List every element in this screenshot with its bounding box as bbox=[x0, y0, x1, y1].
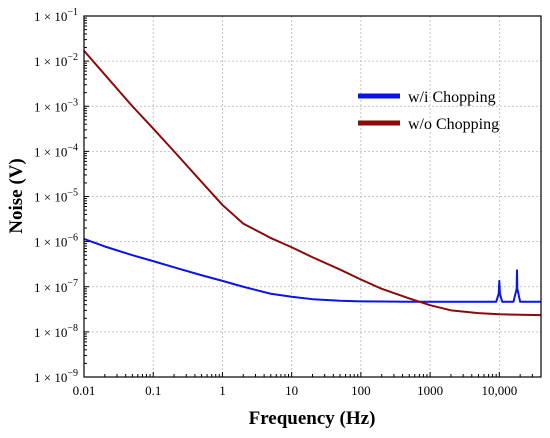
y-tick-base: 1 × 10 bbox=[34, 235, 67, 250]
x-tick-labels: 0.01 0.1 1 10 100 1000 10,000 bbox=[73, 383, 518, 398]
y-tick-exponent: −6 bbox=[67, 233, 78, 244]
y-tick-base: 1 × 10 bbox=[34, 99, 67, 114]
series-lines bbox=[83, 50, 542, 317]
y-tick-base: 1 × 10 bbox=[34, 144, 67, 159]
y-tick-exponent: −5 bbox=[67, 188, 78, 199]
y-tick-labels: 1 × 10−11 × 10−21 × 10−31 × 10−41 × 10−5… bbox=[34, 7, 78, 385]
y-tick-exponent: −2 bbox=[67, 52, 78, 63]
y-tick-label: 1 × 10−3 bbox=[34, 97, 78, 114]
y-axis-title: Noise (V) bbox=[6, 158, 27, 233]
y-tick-base: 1 × 10 bbox=[34, 370, 67, 385]
legend: w/i Chopping w/o Chopping bbox=[358, 89, 499, 133]
y-tick-exponent: −3 bbox=[67, 97, 78, 108]
legend-label: w/o Chopping bbox=[408, 116, 499, 133]
y-tick-label: 1 × 10−5 bbox=[34, 188, 78, 205]
y-tick-label: 1 × 10−4 bbox=[34, 142, 78, 159]
y-tick-label: 1 × 10−8 bbox=[34, 323, 78, 340]
y-tick-label: 1 × 10−2 bbox=[34, 52, 78, 69]
y-tick-base: 1 × 10 bbox=[34, 54, 67, 69]
grid bbox=[83, 15, 541, 378]
x-tick-label: 0.01 bbox=[73, 383, 96, 398]
y-tick-label: 1 × 10−6 bbox=[34, 233, 78, 250]
y-tick-label: 1 × 10−7 bbox=[34, 278, 78, 295]
y-tick-base: 1 × 10 bbox=[34, 9, 67, 24]
y-tick-exponent: −8 bbox=[67, 323, 78, 334]
y-tick-exponent: −1 bbox=[67, 7, 78, 18]
x-tick-label: 0.1 bbox=[145, 383, 161, 398]
x-axis-title: Frequency (Hz) bbox=[249, 408, 376, 429]
x-tick-label: 1 bbox=[219, 383, 226, 398]
y-tick-base: 1 × 10 bbox=[34, 325, 67, 340]
legend-label: w/i Chopping bbox=[408, 89, 496, 106]
x-tick-label: 10 bbox=[285, 383, 298, 398]
y-tick-exponent: −7 bbox=[67, 278, 78, 289]
y-tick-label: 1 × 10−1 bbox=[34, 7, 78, 24]
x-tick-label: 100 bbox=[351, 383, 371, 398]
y-tick-exponent: −9 bbox=[67, 368, 78, 379]
y-tick-exponent: −4 bbox=[67, 142, 78, 153]
y-tick-base: 1 × 10 bbox=[34, 280, 67, 295]
x-tick-label: 1000 bbox=[417, 383, 443, 398]
axis-ticks bbox=[83, 15, 533, 378]
y-tick-label: 1 × 10−9 bbox=[34, 368, 78, 385]
x-tick-label: 10,000 bbox=[481, 383, 517, 398]
y-tick-base: 1 × 10 bbox=[34, 190, 67, 205]
series-line-1 bbox=[83, 50, 542, 317]
series-line-0 bbox=[83, 237, 541, 303]
